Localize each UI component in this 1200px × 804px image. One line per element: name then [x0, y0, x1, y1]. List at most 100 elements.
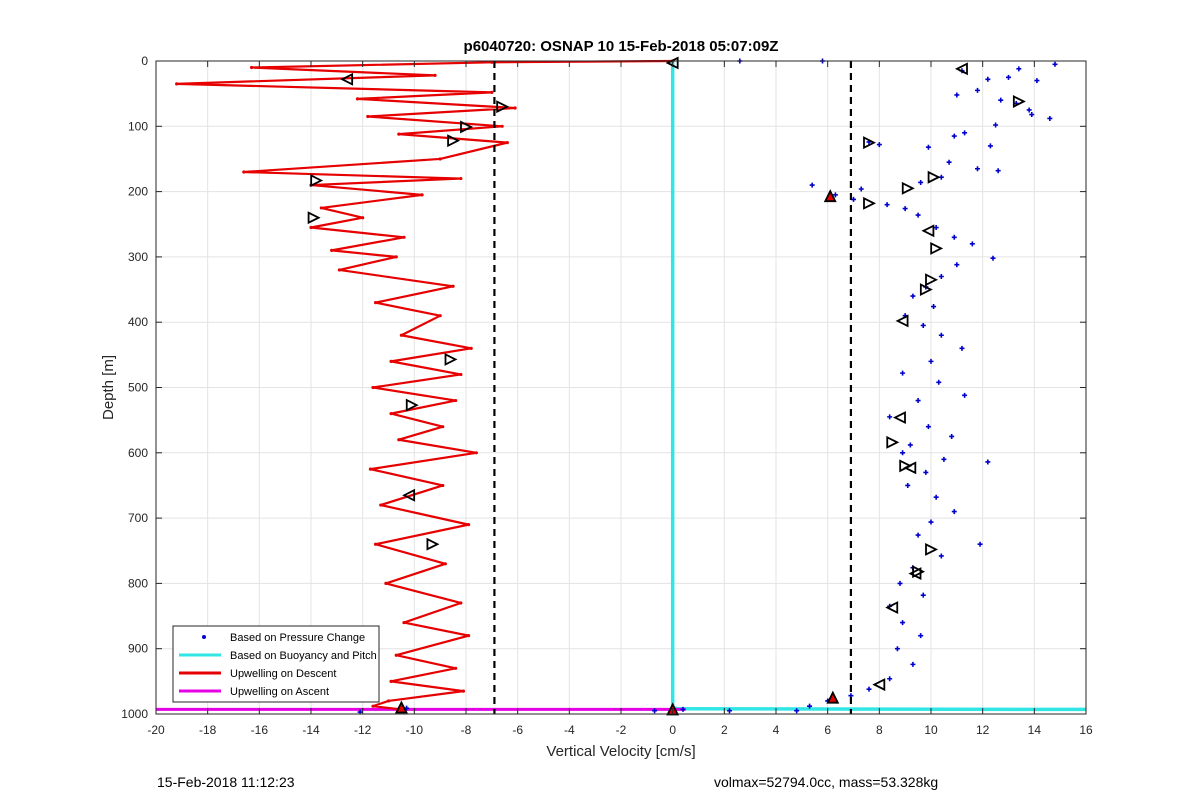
pressure-change-point	[915, 212, 921, 218]
y-tick-label: 300	[128, 250, 148, 264]
pressure-change-point	[962, 392, 968, 398]
pressure-change-point	[920, 592, 926, 598]
pressure-change-point	[962, 130, 968, 136]
triangle-marker-left	[340, 72, 354, 86]
pressure-change-point	[1006, 74, 1011, 80]
x-tick-label: -12	[354, 723, 372, 737]
descent-point	[500, 124, 504, 128]
descent-point	[469, 346, 473, 350]
legend-label: Based on Buoyancy and Pitch	[230, 650, 377, 662]
pressure-change-point	[1034, 78, 1040, 84]
descent-point	[505, 141, 509, 145]
pressure-change-point	[887, 676, 893, 682]
triangle-marker-right	[460, 120, 474, 134]
pressure-change-point	[985, 459, 991, 465]
triangle-marker-left	[872, 678, 886, 692]
descent-point	[366, 114, 370, 119]
pressure-change-point	[652, 708, 658, 714]
descent-point	[466, 634, 471, 638]
pressure-change-point	[900, 370, 906, 376]
x-tick-label: 10	[924, 723, 938, 737]
pressure-change-point	[680, 706, 686, 712]
descent-point	[373, 301, 378, 305]
pressure-change-point	[910, 661, 916, 667]
pressure-change-point	[832, 192, 838, 198]
legend-swatch-point	[202, 635, 206, 639]
pressure-change-point	[900, 620, 906, 626]
descent-point	[371, 385, 375, 390]
axes: -20 -18 -16 -14 -12 -10 -8 -6 -4 -2 0 2 4 6 8 10 12 14 160…	[100, 38, 1093, 760]
triangle-marker-right	[886, 435, 900, 449]
pressure-change-point	[975, 87, 980, 93]
descent-point	[441, 483, 445, 488]
pressure-change-point	[1029, 112, 1035, 118]
pressure-change-point	[938, 332, 944, 338]
triangle-marker-right	[925, 542, 939, 556]
x-tick-label: -10	[406, 723, 424, 737]
x-tick-label: -18	[199, 723, 217, 737]
descent-point	[466, 523, 471, 527]
pressure-change-point	[920, 322, 926, 328]
pressure-change-point	[977, 541, 983, 547]
pressure-change-point	[807, 703, 813, 709]
pressure-change-point	[938, 553, 944, 559]
triangle-marker-right	[919, 283, 933, 297]
x-tick-label: 0	[669, 723, 676, 737]
pressure-change-point	[987, 143, 993, 149]
descent-point	[438, 157, 442, 161]
descent-point	[443, 562, 447, 566]
descent-point	[355, 97, 360, 101]
pressure-change-point	[975, 166, 980, 172]
pressure-change-point	[866, 686, 872, 692]
pressure-change-point	[794, 708, 800, 714]
descent-point	[459, 601, 463, 605]
triangle-marker-right	[930, 241, 944, 255]
descent-point	[441, 425, 445, 429]
descent-point	[330, 248, 334, 252]
triangle-marker-right	[426, 537, 440, 551]
x-tick-label: 6	[824, 723, 831, 737]
x-tick-label: -20	[147, 723, 165, 737]
descent-point	[402, 235, 406, 239]
descent-point	[397, 132, 401, 136]
triangle-marker-right	[925, 273, 939, 287]
descent-point	[451, 284, 455, 288]
x-tick-label: 12	[976, 723, 990, 737]
pressure-change-point	[959, 345, 965, 351]
descent-point	[337, 268, 342, 272]
pressure-change-point	[969, 241, 975, 247]
pressure-change-point	[951, 133, 957, 139]
descent-point	[319, 206, 323, 210]
y-axis-label: Depth [m]	[100, 355, 117, 420]
pressure-change-point	[993, 122, 999, 128]
x-tick-label: 8	[876, 723, 883, 737]
pressure-change-point	[951, 509, 957, 515]
pressure-change-point	[938, 273, 944, 279]
descent-point	[459, 372, 463, 377]
descent-point	[389, 412, 393, 416]
triangle-marker-up	[826, 690, 840, 704]
legend-label: Based on Pressure Change	[230, 632, 365, 644]
pressure-change-point	[925, 424, 931, 430]
pressure-change-point	[897, 580, 903, 586]
pressure-change-point	[946, 159, 952, 165]
x-axis-label: Vertical Velocity [cm/s]	[546, 743, 695, 760]
pressure-change-point	[998, 97, 1004, 103]
descent-point	[397, 438, 401, 442]
descent-point	[454, 666, 458, 670]
pressure-change-point	[902, 206, 908, 212]
x-tick-label: 16	[1079, 723, 1093, 737]
x-tick-label: -16	[251, 723, 269, 737]
descent-point	[373, 542, 378, 546]
triangle-marker-right	[405, 398, 419, 412]
pressure-change-point	[1047, 115, 1053, 121]
pressure-change-point	[995, 168, 1001, 174]
y-tick-label: 100	[128, 119, 148, 133]
plot-area	[156, 56, 1087, 716]
descent-point	[490, 60, 494, 64]
descent-point	[399, 333, 404, 337]
pressure-change-point	[985, 76, 991, 82]
x-tick-label: -4	[564, 723, 575, 737]
pressure-change-point	[928, 519, 934, 525]
x-tick-label: -6	[512, 723, 523, 737]
